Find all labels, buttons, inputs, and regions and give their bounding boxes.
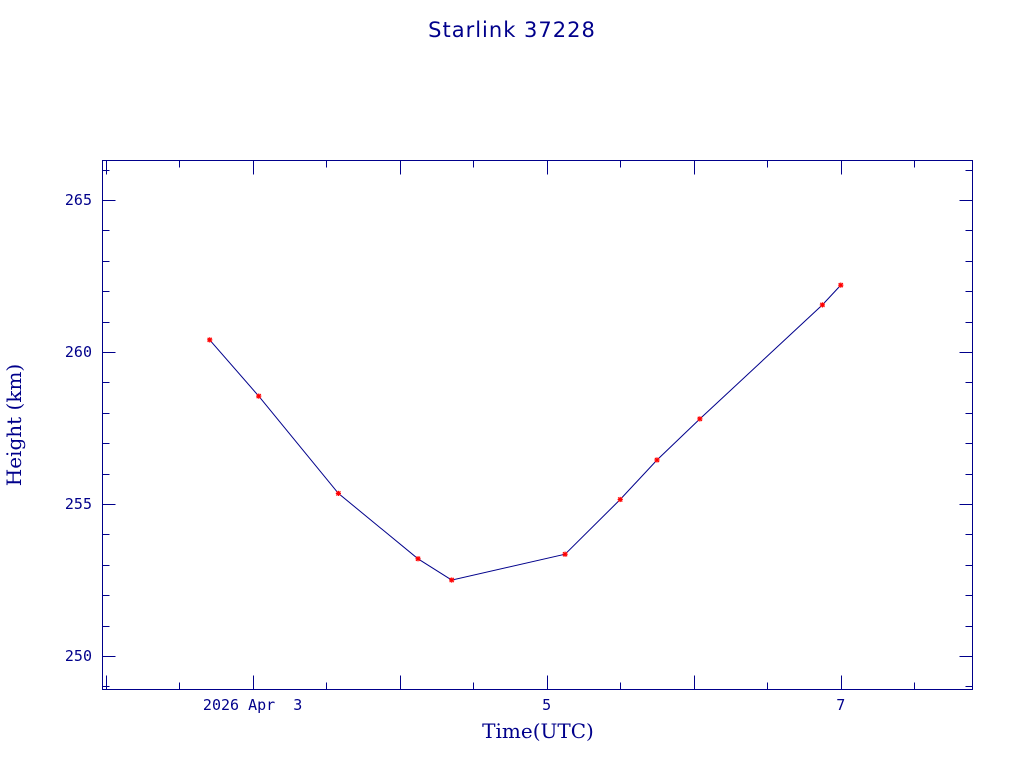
- data-point-marker: [819, 302, 825, 308]
- x-axis-label: Time(UTC): [482, 719, 594, 743]
- y-axis-tick-labels: 250 255 260 265: [65, 191, 92, 665]
- x-tick-label: 5: [542, 696, 551, 714]
- data-point-marker: [838, 282, 844, 288]
- data-point-marker: [207, 337, 213, 343]
- data-point-marker: [617, 496, 623, 503]
- data-point-marker: [654, 457, 660, 463]
- data-point-marker: [449, 577, 455, 583]
- data-point-marker: [562, 551, 568, 557]
- y-tick-label: 255: [65, 495, 92, 513]
- series-layer: [207, 282, 844, 583]
- x-tick-label: 2026 Apr 3: [203, 696, 302, 714]
- y-tick-label: 265: [65, 191, 92, 209]
- data-point-marker: [335, 490, 341, 497]
- y-tick-label: 250: [65, 647, 92, 665]
- data-point-marker: [256, 393, 262, 399]
- x-axis-ticks: [106, 160, 915, 690]
- y-tick-label: 260: [65, 343, 92, 361]
- data-point-marker: [697, 416, 703, 422]
- y-axis-label: Height (km): [2, 364, 26, 486]
- x-axis-tick-labels: 2026 Apr 3 5 7: [203, 696, 845, 714]
- series-line: [209, 284, 842, 581]
- chart-title: Starlink 37228: [428, 18, 596, 42]
- y-axis-ticks: [102, 170, 973, 687]
- x-tick-label: 7: [836, 696, 845, 714]
- plot-frame: [102, 160, 973, 690]
- data-point-marker: [415, 556, 421, 562]
